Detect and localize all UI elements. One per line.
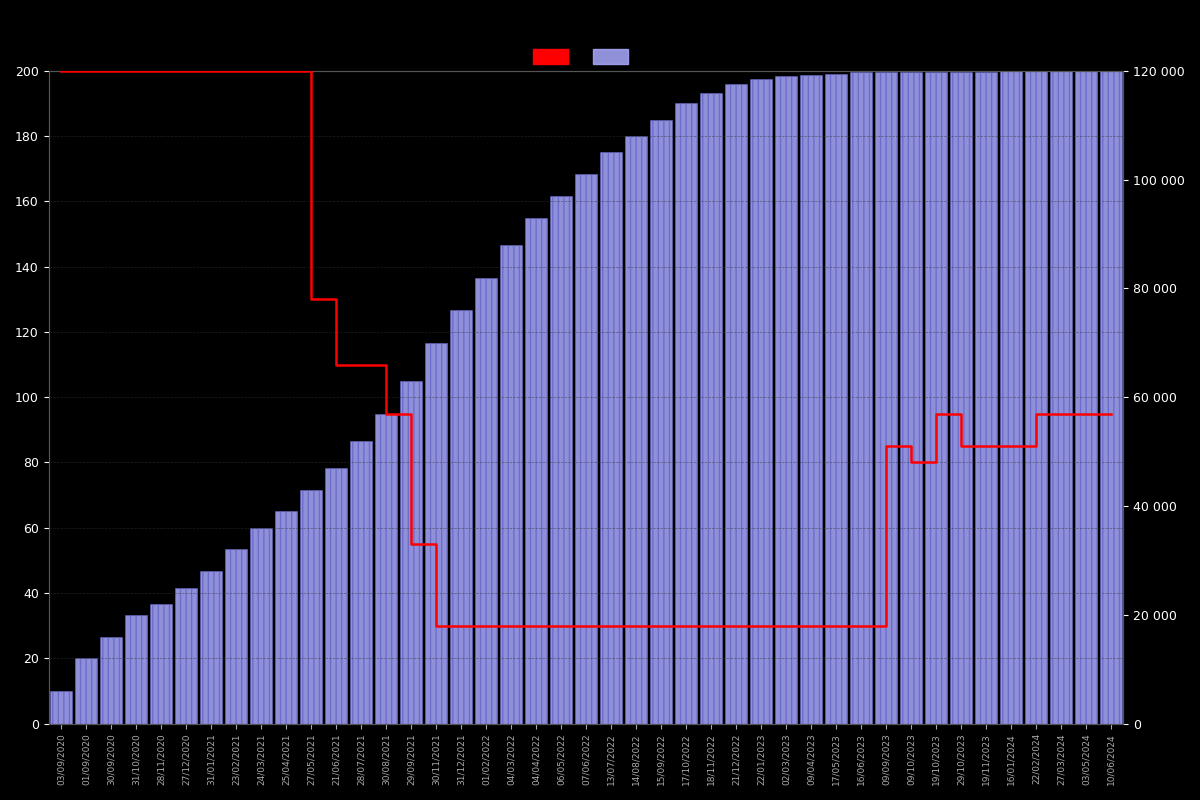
Bar xyxy=(1025,71,1046,723)
Bar xyxy=(200,571,222,723)
Bar xyxy=(500,245,522,723)
Bar xyxy=(875,72,896,723)
Bar xyxy=(551,196,571,723)
Bar xyxy=(800,74,822,723)
Bar xyxy=(350,441,372,723)
Bar xyxy=(600,153,622,723)
Bar xyxy=(50,691,72,723)
Bar xyxy=(1100,71,1122,723)
Bar xyxy=(851,73,871,723)
Bar xyxy=(450,310,472,723)
Bar xyxy=(976,71,996,723)
Bar xyxy=(1001,71,1021,723)
Bar xyxy=(426,343,446,723)
Bar xyxy=(175,587,197,723)
Bar xyxy=(101,637,121,723)
Bar xyxy=(475,278,497,723)
Bar xyxy=(126,614,146,723)
Bar xyxy=(676,103,697,723)
Bar xyxy=(226,550,247,723)
Bar xyxy=(826,74,846,723)
Bar xyxy=(300,490,322,723)
Bar xyxy=(775,76,797,723)
Bar xyxy=(750,79,772,723)
Bar xyxy=(701,93,721,723)
Bar xyxy=(650,120,672,723)
Bar xyxy=(725,85,746,723)
Bar xyxy=(376,414,397,723)
Bar xyxy=(950,72,972,723)
Bar xyxy=(925,72,947,723)
Bar xyxy=(401,381,421,723)
Bar xyxy=(1050,71,1072,723)
Bar xyxy=(150,604,172,723)
Legend: , : , xyxy=(529,45,643,68)
Bar xyxy=(575,174,596,723)
Bar xyxy=(900,72,922,723)
Bar xyxy=(1075,71,1097,723)
Bar xyxy=(251,528,271,723)
Bar xyxy=(526,218,547,723)
Bar xyxy=(76,658,97,723)
Bar xyxy=(276,511,296,723)
Bar xyxy=(625,136,647,723)
Bar xyxy=(325,468,347,723)
